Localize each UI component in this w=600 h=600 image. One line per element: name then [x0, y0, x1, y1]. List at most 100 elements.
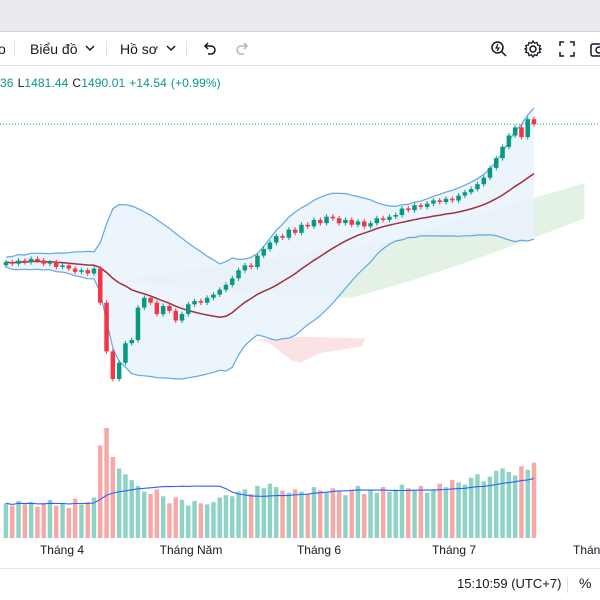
candle-body — [512, 127, 518, 136]
volume-bar — [142, 491, 147, 538]
candle-body — [198, 301, 204, 303]
candle-body — [236, 270, 241, 279]
volume-bar — [525, 469, 530, 538]
candle-body — [286, 229, 292, 238]
volume-bar — [406, 488, 411, 538]
change-percent: (+0.99%) — [170, 76, 221, 90]
volume-bar — [437, 483, 442, 538]
profile-menu-button[interactable]: Hồ sơ — [120, 32, 176, 66]
volume-bar — [91, 497, 97, 538]
fullscreen-icon[interactable] — [555, 37, 579, 61]
volume-bar — [3, 503, 9, 538]
candle-body — [519, 127, 524, 138]
volume-bar — [286, 492, 292, 538]
x-tick-label: Tháng — [572, 543, 600, 557]
candle-body — [3, 262, 9, 266]
candle-body — [280, 236, 285, 238]
candle-body — [186, 304, 191, 314]
candle-body — [274, 236, 279, 243]
candle-body — [10, 262, 15, 264]
status-divider — [567, 577, 568, 593]
candle-body — [154, 302, 160, 315]
low-label: L — [17, 76, 25, 90]
volume-bar — [242, 489, 248, 538]
volume-ma-line — [5, 478, 535, 505]
volume-bar — [54, 505, 59, 538]
volume-bar — [380, 487, 386, 538]
candle-body — [374, 218, 380, 224]
candle-body — [192, 301, 197, 305]
candle-body — [424, 203, 430, 207]
chevron-down-icon — [166, 44, 176, 55]
volume-bar — [292, 489, 298, 538]
volume-bar — [362, 494, 367, 538]
candle-body — [462, 192, 468, 196]
toolbar-cut-label: o — [0, 41, 6, 57]
candle-body — [217, 289, 222, 295]
volume-bar — [60, 503, 65, 538]
volume-bar — [393, 489, 398, 538]
volume-bar — [267, 483, 273, 538]
x-tick-label: Tháng 7 — [431, 543, 477, 557]
volume-bar — [399, 484, 405, 538]
candle-body — [330, 216, 336, 219]
toolbar-cut-item[interactable]: o — [0, 32, 6, 66]
percent-toggle-button[interactable]: % — [579, 575, 592, 591]
volume-bar — [374, 492, 380, 538]
volume-bar — [462, 484, 468, 538]
volume-bar — [274, 487, 279, 538]
candle-body — [135, 307, 141, 341]
chevron-down-icon — [85, 44, 96, 55]
volume-bar — [129, 480, 134, 538]
candle-body — [343, 219, 348, 224]
candle-body — [468, 189, 474, 193]
volume-bar — [28, 502, 34, 538]
volume-bar — [204, 504, 210, 538]
chart-menu-label: Biểu đồ — [30, 41, 78, 57]
candle-body — [481, 177, 486, 185]
clock-display: 15:10:59 (UTC+7) — [457, 576, 562, 591]
status-bar: 15:10:59 (UTC+7) % — [0, 568, 600, 600]
quick-search-icon[interactable] — [487, 37, 511, 61]
gear-icon[interactable] — [521, 37, 545, 61]
candle-body — [487, 168, 493, 178]
volume-bar — [412, 490, 417, 538]
candle-body — [267, 242, 273, 250]
undo-icon[interactable] — [197, 37, 221, 61]
volume-bar — [531, 462, 537, 538]
volume-bar — [230, 496, 235, 538]
candle-body — [456, 195, 461, 201]
volume-bar — [336, 491, 342, 538]
volume-bar — [487, 476, 493, 538]
volume-bar — [418, 485, 424, 538]
volume-bar — [519, 466, 524, 538]
volume-bar — [349, 489, 354, 538]
candle-body — [525, 119, 530, 138]
volume-bar — [368, 490, 373, 538]
candle-body — [204, 297, 210, 303]
volume-bar — [79, 504, 84, 538]
candle-body — [355, 221, 361, 225]
volume-bar — [186, 505, 191, 538]
chart-menu-button[interactable]: Biểu đồ — [30, 32, 96, 66]
candle-body — [399, 208, 405, 215]
ichimoku-cloud-red — [255, 336, 365, 363]
volume-bar — [72, 498, 78, 538]
camera-icon[interactable] — [587, 37, 600, 61]
redo-icon[interactable] — [231, 37, 255, 61]
volume-bar — [110, 456, 116, 538]
candle-body — [129, 340, 134, 344]
x-tick-label: Tháng Năm — [159, 543, 223, 557]
volume-bar — [123, 474, 128, 538]
volume-bar — [223, 495, 229, 538]
volume-bar — [500, 468, 505, 538]
price-chart[interactable] — [0, 92, 600, 540]
volume-bar — [211, 502, 216, 538]
volume-bar — [431, 489, 436, 538]
volume-bar — [179, 499, 185, 538]
volume-bar — [85, 502, 90, 538]
volume-bar — [66, 507, 72, 538]
candle-body — [72, 268, 78, 272]
toolbar-divider — [106, 41, 107, 57]
volume-bar — [494, 470, 499, 538]
